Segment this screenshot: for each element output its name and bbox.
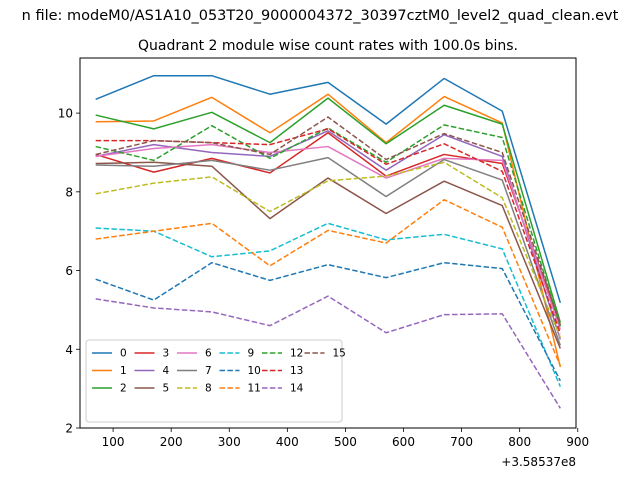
legend-label-7: 7 bbox=[205, 365, 212, 377]
legend-label-14: 14 bbox=[290, 383, 304, 395]
x-tick-label: 300 bbox=[218, 435, 241, 449]
legend-box bbox=[85, 339, 343, 423]
legend-label-3: 3 bbox=[163, 348, 170, 360]
y-tick-label: 8 bbox=[65, 185, 73, 199]
legend-label-10: 10 bbox=[248, 365, 261, 377]
legend-label-9: 9 bbox=[248, 348, 255, 360]
series-line-0 bbox=[95, 74, 562, 304]
series-line-15 bbox=[95, 116, 562, 326]
legend-label-0: 0 bbox=[120, 348, 127, 360]
series-lines bbox=[95, 74, 562, 409]
plot-frame bbox=[79, 57, 577, 429]
x-tick-label: 600 bbox=[392, 435, 415, 449]
series-line-1 bbox=[95, 93, 562, 368]
legend-label-2: 2 bbox=[120, 383, 127, 395]
figure-suptitle: n file: modeM0/AS1A10_053T20_9000004372_… bbox=[22, 8, 619, 24]
series-line-13 bbox=[95, 128, 562, 334]
x-offset-label: +3.58537e8 bbox=[501, 455, 576, 469]
y-tick-label: 6 bbox=[65, 264, 73, 278]
legend-label-4: 4 bbox=[163, 365, 170, 377]
x-tick-label: 200 bbox=[160, 435, 183, 449]
chart-title: Quadrant 2 module wise count rates with … bbox=[138, 38, 518, 54]
x-tick-label: 400 bbox=[276, 435, 299, 449]
series-line-6 bbox=[95, 143, 562, 330]
legend-label-6: 6 bbox=[205, 348, 212, 360]
series-line-9 bbox=[95, 222, 562, 387]
x-tick-label: 500 bbox=[334, 435, 357, 449]
x-tick-label: 900 bbox=[566, 435, 589, 449]
series-line-7 bbox=[95, 156, 562, 346]
legend-label-11: 11 bbox=[248, 383, 261, 395]
series-line-14 bbox=[95, 295, 561, 409]
y-tick-label: 10 bbox=[58, 107, 73, 121]
legend-label-12: 12 bbox=[290, 348, 303, 360]
series-line-11 bbox=[95, 198, 562, 367]
legend-label-1: 1 bbox=[120, 365, 127, 377]
series-line-2 bbox=[95, 97, 562, 323]
legend-label-15: 15 bbox=[333, 348, 346, 360]
legend-label-8: 8 bbox=[205, 383, 212, 395]
x-tick-label: 800 bbox=[508, 435, 531, 449]
legend-label-5: 5 bbox=[163, 383, 170, 395]
legend-label-13: 13 bbox=[290, 365, 303, 377]
x-tick-label: 700 bbox=[450, 435, 473, 449]
x-tick-label: 100 bbox=[102, 435, 125, 449]
series-line-8 bbox=[95, 161, 562, 338]
y-tick-label: 4 bbox=[65, 343, 73, 357]
series-line-3 bbox=[95, 132, 562, 326]
series-line-12 bbox=[95, 124, 562, 327]
y-tick-label: 2 bbox=[65, 422, 73, 436]
